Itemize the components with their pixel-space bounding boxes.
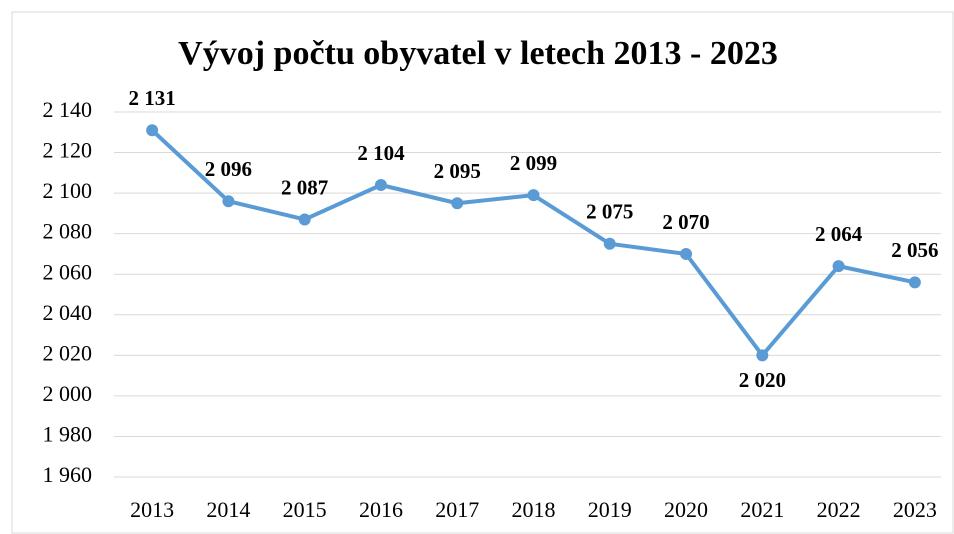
data-point bbox=[680, 247, 693, 260]
x-tick-label: 2019 bbox=[588, 497, 632, 522]
data-point bbox=[908, 276, 921, 289]
data-point bbox=[451, 197, 464, 210]
x-tick-label: 2014 bbox=[206, 497, 250, 522]
x-tick-label: 2017 bbox=[435, 497, 479, 522]
data-point bbox=[527, 189, 540, 202]
y-tick-label: 2 020 bbox=[43, 340, 93, 365]
x-tick-label: 2015 bbox=[283, 497, 327, 522]
data-label: 2 020 bbox=[739, 368, 786, 392]
y-tick-label: 1 980 bbox=[43, 421, 93, 446]
y-tick-label: 2 100 bbox=[43, 178, 93, 203]
y-tick-label: 2 060 bbox=[43, 259, 93, 284]
y-tick-label: 2 080 bbox=[43, 219, 93, 244]
data-label: 2 096 bbox=[205, 157, 252, 181]
x-tick-label: 2021 bbox=[740, 497, 784, 522]
data-label: 2 087 bbox=[281, 175, 328, 199]
x-tick-label: 2020 bbox=[664, 497, 708, 522]
x-tick-label: 2023 bbox=[893, 497, 937, 522]
y-tick-label: 2 140 bbox=[43, 97, 93, 122]
y-tick-label: 2 120 bbox=[43, 138, 93, 163]
y-tick-label: 1 960 bbox=[43, 462, 93, 487]
data-label: 2 131 bbox=[129, 86, 176, 110]
x-tick-label: 2018 bbox=[512, 497, 556, 522]
chart-frame bbox=[11, 11, 954, 534]
x-tick-label: 2022 bbox=[817, 497, 861, 522]
data-label: 2 075 bbox=[586, 200, 633, 224]
data-point bbox=[374, 179, 387, 191]
chart-title: Vývoj počtu obyvatel v letech 2013 - 202… bbox=[178, 35, 778, 72]
data-label: 2 070 bbox=[662, 210, 709, 234]
x-tick-label: 2016 bbox=[359, 497, 403, 522]
x-tick-label: 2013 bbox=[130, 497, 174, 522]
data-point bbox=[756, 349, 769, 362]
data-label: 2 099 bbox=[510, 151, 557, 175]
data-label: 2 064 bbox=[815, 222, 863, 246]
data-label: 2 056 bbox=[891, 238, 938, 262]
data-point bbox=[832, 260, 845, 273]
data-point bbox=[298, 213, 311, 226]
y-tick-label: 2 040 bbox=[43, 300, 93, 325]
data-point bbox=[146, 124, 159, 137]
data-point bbox=[222, 195, 235, 208]
data-label: 2 104 bbox=[357, 141, 405, 165]
data-label: 2 095 bbox=[434, 159, 481, 183]
y-tick-label: 2 000 bbox=[43, 381, 93, 406]
data-point bbox=[603, 237, 616, 250]
